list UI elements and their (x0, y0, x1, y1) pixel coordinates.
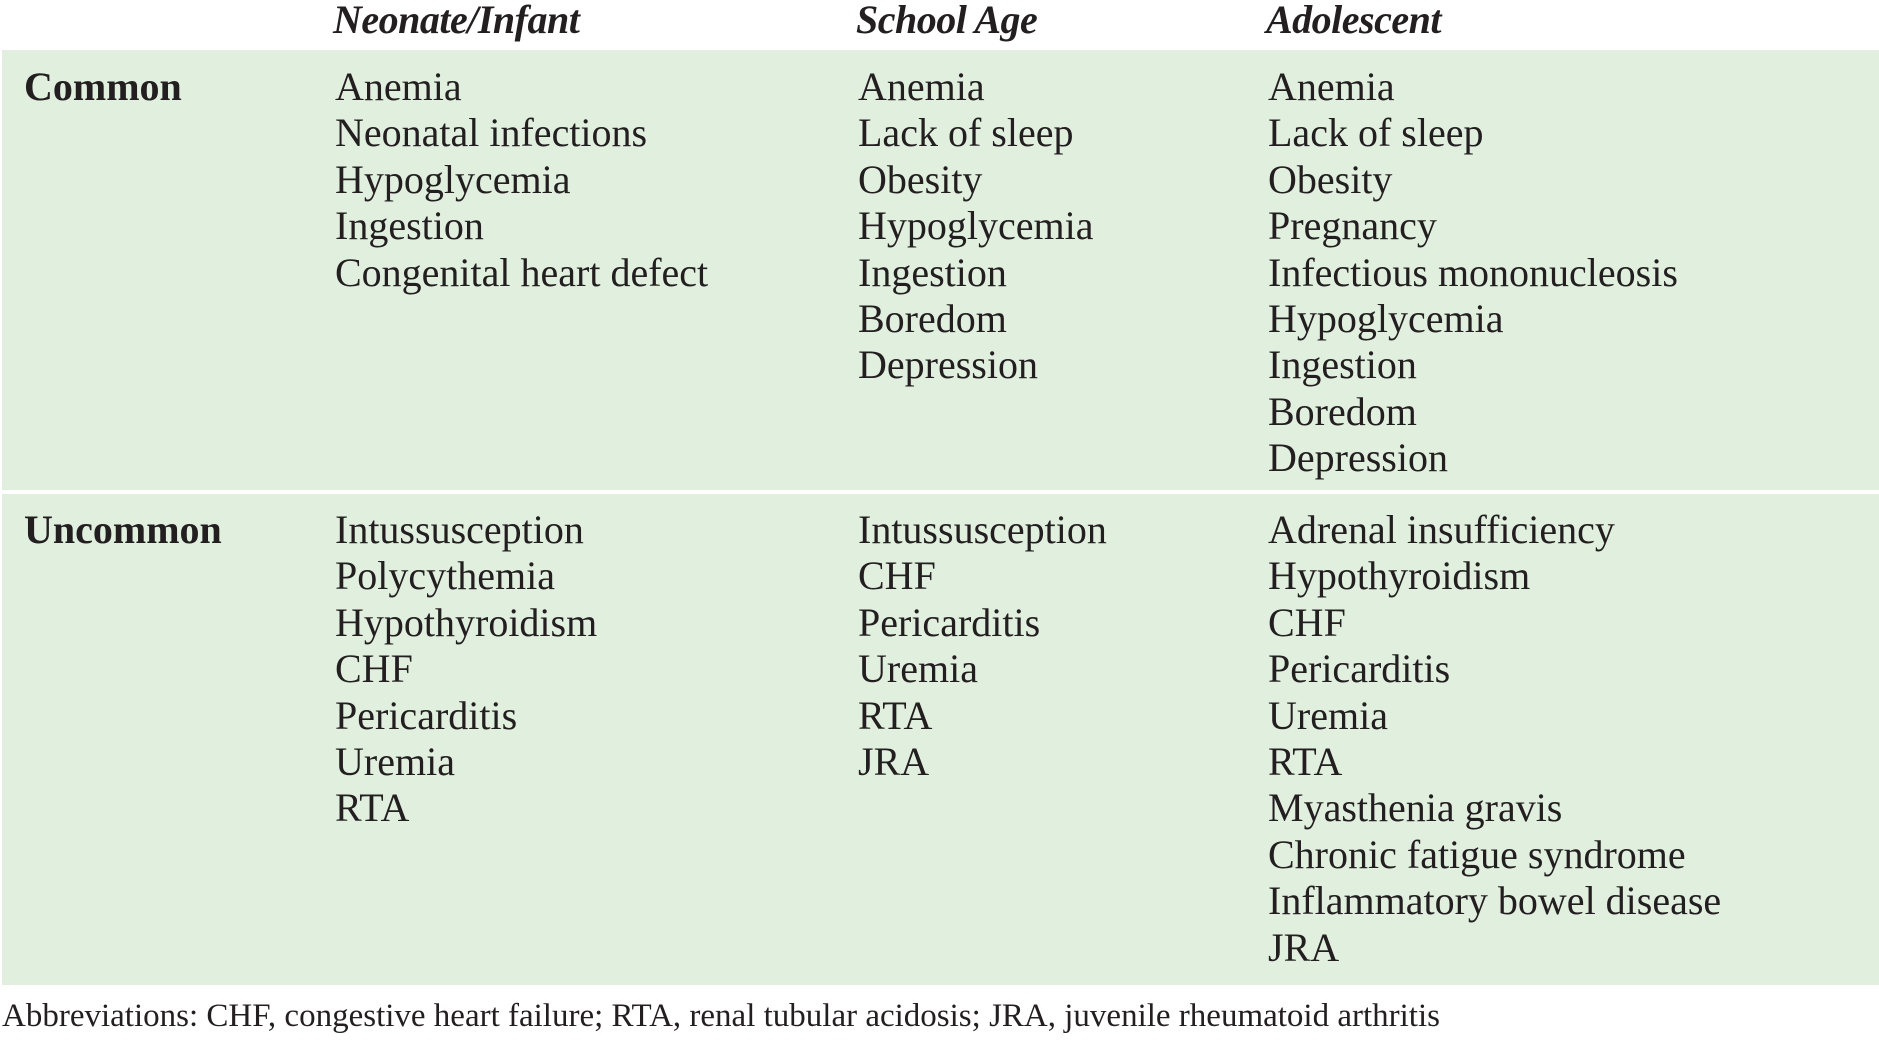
cell-common-adolescent: Anemia Lack of sleep Obesity Pregnancy I… (1268, 64, 1678, 482)
list-item: Obesity (858, 156, 983, 202)
list-item: Ingestion (1268, 342, 1417, 388)
list-item: Chronic fatigue syndrome (1268, 831, 1686, 877)
cell-common-neonate-infant: Anemia Neonatal infections Hypoglycemia … (335, 64, 708, 296)
column-header-school-age: School Age (856, 0, 1038, 42)
list-item: Congenital heart defect (335, 249, 709, 295)
list-item: Ingestion (335, 203, 484, 249)
list-item: Uremia (335, 739, 455, 785)
list-item: Lack of sleep (1268, 110, 1484, 156)
list-item: Pericarditis (1268, 646, 1451, 692)
list-item: Depression (1268, 435, 1448, 481)
list-item: Hypoglycemia (858, 203, 1094, 249)
list-item: Hypoglycemia (335, 156, 571, 202)
list-item: RTA (1268, 739, 1343, 785)
list-item: Infectious mononucleosis (1268, 249, 1678, 295)
list-item: Obesity (1268, 156, 1393, 202)
abbreviations-footnote: Abbreviations: CHF, congestive heart fai… (2, 998, 1440, 1034)
list-item: Depression (858, 342, 1038, 388)
list-item: Pericarditis (335, 692, 518, 738)
cell-uncommon-school-age: Intussusception CHF Pericarditis Uremia … (858, 507, 1107, 785)
list-item: JRA (1268, 924, 1340, 970)
list-item: Lack of sleep (858, 110, 1074, 156)
list-item: Pregnancy (1268, 203, 1437, 249)
list-item: Boredom (858, 296, 1007, 342)
cell-uncommon-neonate-infant: Intussusception Polycythemia Hypothyroid… (335, 507, 597, 832)
list-item: JRA (858, 739, 930, 785)
list-item: Anemia (858, 64, 985, 109)
row-label-uncommon: Uncommon (24, 507, 222, 552)
list-item: CHF (858, 553, 936, 599)
table-header-row: Neonate/Infant School Age Adolescent (0, 0, 1879, 50)
list-item: Adrenal insufficiency (1268, 507, 1615, 552)
list-item: Anemia (335, 64, 462, 109)
list-item: Anemia (1268, 64, 1395, 109)
list-item: Uremia (858, 646, 978, 692)
list-item: RTA (335, 785, 410, 831)
table-row-common: Common Anemia Neonatal infections Hypogl… (2, 50, 1879, 490)
list-item: Intussusception (335, 507, 584, 552)
list-item: RTA (858, 692, 933, 738)
row-label-common: Common (24, 64, 182, 109)
list-item: Ingestion (858, 249, 1007, 295)
cell-common-school-age: Anemia Lack of sleep Obesity Hypoglycemi… (858, 64, 1094, 389)
list-item: Neonatal infections (335, 110, 648, 156)
list-item: Pericarditis (858, 599, 1041, 645)
column-header-adolescent: Adolescent (1266, 0, 1441, 42)
list-item: Polycythemia (335, 553, 555, 599)
list-item: CHF (335, 646, 413, 692)
list-item: Hypothyroidism (335, 599, 598, 645)
list-item: CHF (1268, 599, 1346, 645)
list-item: Intussusception (858, 507, 1107, 552)
cell-uncommon-adolescent: Adrenal insufficiency Hypothyroidism CHF… (1268, 507, 1721, 971)
list-item: Inflammatory bowel disease (1268, 878, 1722, 924)
list-item: Hypoglycemia (1268, 296, 1504, 342)
table-row-uncommon: Uncommon Intussusception Polycythemia Hy… (2, 494, 1879, 985)
list-item: Uremia (1268, 692, 1388, 738)
list-item: Boredom (1268, 388, 1417, 434)
column-header-neonate-infant: Neonate/Infant (333, 0, 580, 42)
list-item: Myasthenia gravis (1268, 785, 1563, 831)
list-item: Hypothyroidism (1268, 553, 1531, 599)
